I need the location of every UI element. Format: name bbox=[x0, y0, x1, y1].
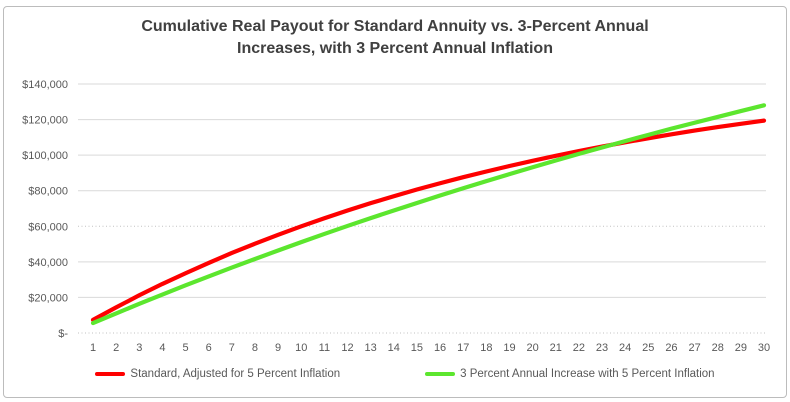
legend-item-increasing: 3 Percent Annual Increase with 5 Percent… bbox=[425, 368, 715, 380]
gridlines bbox=[78, 83, 766, 334]
y-axis-labels: $- $20,000 $40,000 $60,000 $80,000 $100,000 $1… bbox=[22, 79, 68, 340]
y-tick-label: $- bbox=[58, 328, 68, 340]
x-tick-label: 22 bbox=[573, 342, 585, 354]
x-tick-label: 23 bbox=[596, 342, 608, 354]
x-tick-label: 9 bbox=[275, 342, 281, 354]
x-tick-label: 6 bbox=[206, 342, 212, 354]
x-tick-label: 20 bbox=[526, 342, 538, 354]
series-line-standard bbox=[90, 118, 767, 322]
y-tick-label: $100,000 bbox=[22, 150, 68, 162]
y-tick-label: $80,000 bbox=[28, 186, 68, 198]
series-line-increasing bbox=[90, 103, 767, 326]
x-tick-label: 14 bbox=[388, 342, 400, 354]
x-tick-label: 13 bbox=[365, 342, 377, 354]
y-tick-label: $120,000 bbox=[22, 115, 68, 127]
x-tick-label: 16 bbox=[434, 342, 446, 354]
x-tick-label: 28 bbox=[712, 342, 724, 354]
x-tick-label: 4 bbox=[159, 342, 165, 354]
y-tick-label: $140,000 bbox=[22, 79, 68, 91]
x-tick-label: 8 bbox=[252, 342, 258, 354]
y-tick-label: $40,000 bbox=[28, 257, 68, 269]
x-tick-label: 15 bbox=[411, 342, 423, 354]
x-tick-label: 11 bbox=[319, 342, 330, 354]
x-tick-label: 30 bbox=[758, 342, 770, 354]
x-tick-label: 5 bbox=[182, 342, 188, 354]
x-tick-label: 2 bbox=[113, 342, 119, 354]
chart-title: Cumulative Real Payout for Standard Annu… bbox=[141, 18, 649, 57]
legend-label-standard: Standard, Adjusted for 5 Percent Inflati… bbox=[130, 368, 341, 380]
x-tick-label: 21 bbox=[550, 342, 562, 354]
x-tick-label: 19 bbox=[503, 342, 515, 354]
legend-line-swatch-green bbox=[425, 372, 456, 376]
y-tick-label: $60,000 bbox=[28, 221, 68, 233]
x-tick-label: 12 bbox=[341, 342, 353, 354]
x-tick-label: 17 bbox=[457, 342, 469, 354]
x-tick-label: 7 bbox=[229, 342, 235, 354]
y-tick-label: $20,000 bbox=[28, 292, 68, 304]
chart-legend: Standard, Adjusted for 5 Percent Inflati… bbox=[20, 368, 790, 380]
x-tick-label: 18 bbox=[480, 342, 492, 354]
legend-line-swatch-red bbox=[95, 372, 126, 376]
x-tick-label: 1 bbox=[90, 342, 96, 354]
x-tick-label: 10 bbox=[295, 342, 307, 354]
x-tick-label: 26 bbox=[665, 342, 677, 354]
x-tick-label: 27 bbox=[688, 342, 700, 354]
x-axis-labels: 1 2 3 4 5 6 7 8 9 10 11 12 13 14 15 16 17 18 19 20 21 22 23 24 2… bbox=[90, 342, 770, 354]
x-tick-label: 24 bbox=[619, 342, 631, 354]
x-tick-label: 25 bbox=[642, 342, 654, 354]
legend-label-increasing: 3 Percent Annual Increase with 5 Percent… bbox=[460, 368, 715, 380]
legend-item-standard: Standard, Adjusted for 5 Percent Inflati… bbox=[95, 368, 340, 380]
x-tick-label: 3 bbox=[136, 342, 142, 354]
x-tick-label: 29 bbox=[735, 342, 747, 354]
